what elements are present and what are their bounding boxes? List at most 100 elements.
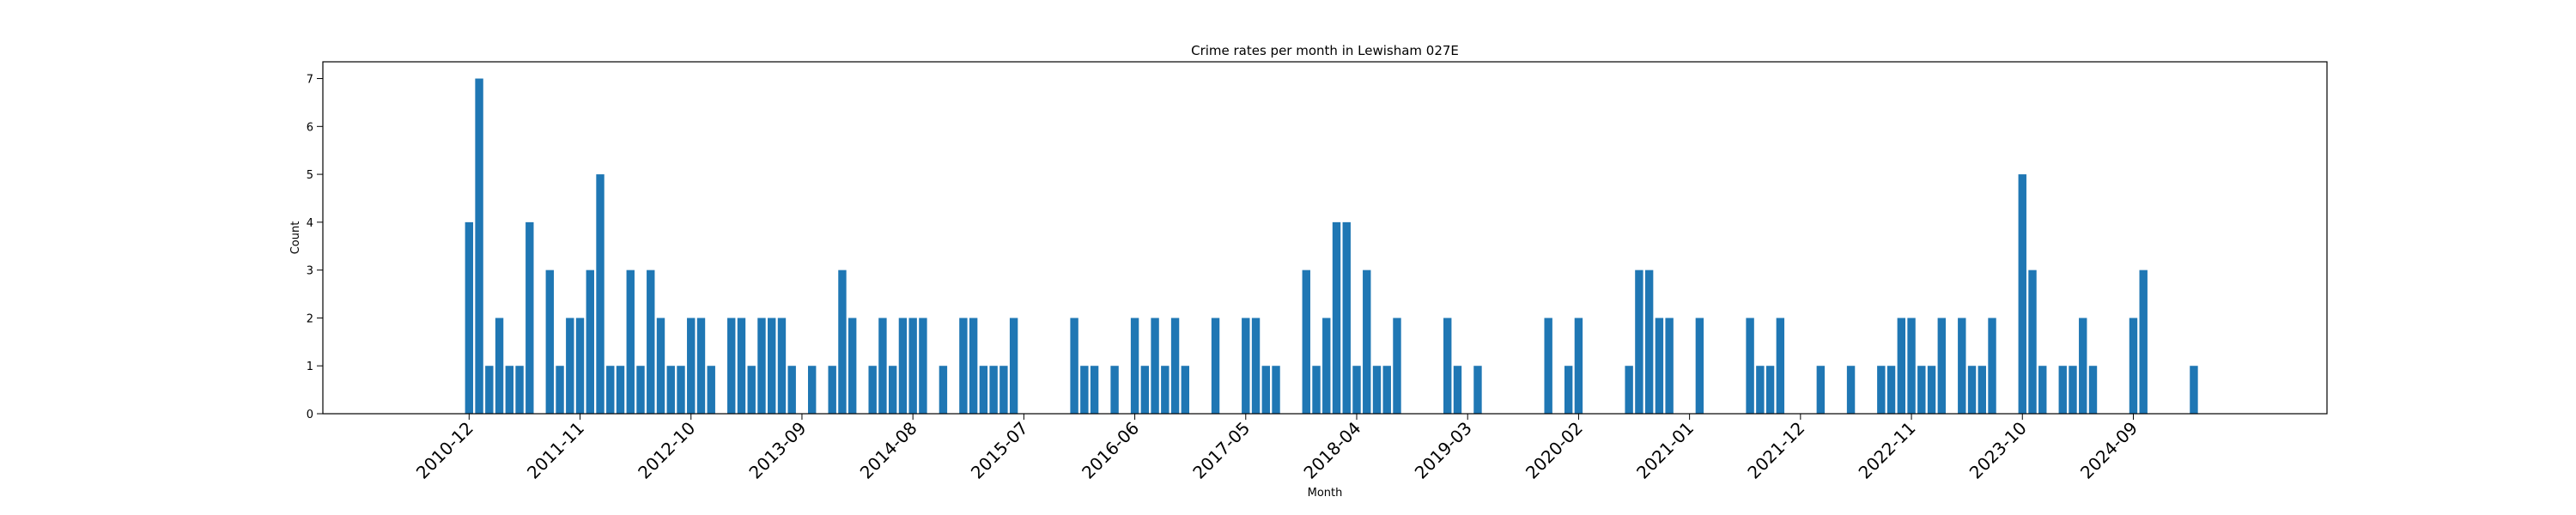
plot-frame [322,61,2328,415]
y-axis-label: Count [289,221,302,255]
bar [1635,270,1643,414]
bar [1393,318,1401,414]
bar [768,318,776,414]
bar [1665,318,1674,414]
x-tick-label: 2013-09 [744,418,810,483]
bar [1877,366,1886,414]
x-tick-label: 2021-01 [1632,418,1698,483]
bar [1372,366,1382,414]
x-tick-label: 2024-09 [2076,418,2142,483]
bar [596,174,605,414]
bar [1312,366,1321,414]
bar [495,318,504,414]
bar [1978,366,1986,414]
bar [1644,270,1654,414]
bar [1070,318,1078,414]
bar [848,318,857,414]
bar [1242,318,1250,414]
bar [1574,318,1583,414]
bar [465,221,474,414]
y-axis-ticks: 0 1 2 3 4 5 6 7 [307,74,323,421]
bars-group [465,78,2198,415]
bar [1211,318,1220,414]
bar [2129,318,2138,414]
bar [1473,366,1482,414]
bar [1363,270,1371,414]
bar [677,366,685,414]
y-tick-label: 0 [307,409,313,421]
x-axis-ticks: 2010-12 2011-11 2012-10 2013-09 2014-08 2015-… [412,414,2142,483]
bar [868,366,877,414]
bar [556,366,564,414]
bar [737,318,746,414]
x-tick-label: 2023-10 [1965,418,2031,483]
bar [1897,318,1906,414]
bar [1352,366,1361,414]
x-tick-label: 2018-04 [1299,418,1364,483]
bar [1544,318,1552,414]
bar [1453,366,1462,414]
y-tick-label: 7 [307,74,313,87]
bar [1937,318,1946,414]
bar [485,366,494,414]
bar [575,318,585,414]
x-tick-label: 2016-06 [1078,418,1143,483]
bar [1130,318,1139,414]
bar [515,366,524,414]
bar [586,270,594,414]
bar [1816,366,1826,414]
bar [1342,221,1351,414]
bar [1443,318,1452,414]
bar [606,366,615,414]
bar [959,318,968,414]
x-tick-label: 2022-11 [1855,418,1920,483]
y-tick-label: 3 [307,265,313,278]
bar [939,366,948,414]
bar [1181,366,1190,414]
bar [999,366,1008,414]
bar [1382,366,1391,414]
x-tick-label: 2015-07 [967,418,1032,483]
bar [647,270,655,414]
bar [898,318,908,414]
bar [505,366,514,414]
chart-title: Crime rates per month in Lewisham 027E [1191,43,1459,58]
bar [1655,318,1664,414]
bar [475,78,483,415]
bar [616,366,625,414]
bar [1564,366,1573,414]
bar [969,318,978,414]
bar [1272,366,1280,414]
bar [919,318,927,414]
x-tick-label: 2021-12 [1743,418,1808,483]
bar [2018,174,2026,414]
bar [1917,366,1926,414]
x-tick-label: 2011-11 [523,418,588,483]
x-tick-label: 2014-08 [856,418,921,483]
x-axis-label: Month [1308,487,1343,500]
bar [1170,318,1180,414]
bar [888,366,897,414]
bar [1988,318,1996,414]
bar [1251,318,1261,414]
bar [2038,366,2047,414]
bar [526,221,534,414]
bar [687,318,696,414]
bar [1151,318,1159,414]
bar [1080,366,1089,414]
bar [1756,366,1765,414]
bar [636,366,645,414]
bar [545,270,554,414]
bar [1161,366,1170,414]
bar [979,366,988,414]
bar [2028,270,2037,414]
bar [1009,318,1018,414]
bar [1261,366,1270,414]
bar [2058,366,2067,414]
y-tick-label: 6 [307,121,313,134]
bar [787,366,796,414]
bar [656,318,665,414]
bar [1846,366,1856,414]
x-tick-label: 2010-12 [412,418,477,483]
